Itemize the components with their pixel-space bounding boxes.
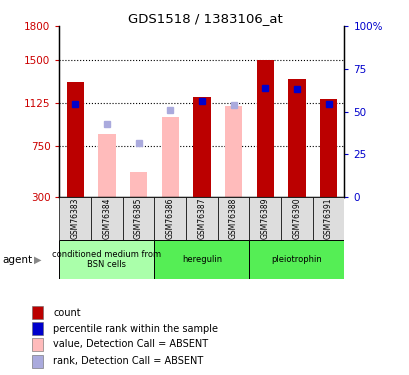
Bar [154, 197, 186, 240]
Text: GSM76388: GSM76388 [229, 198, 238, 239]
Text: GSM76383: GSM76383 [71, 198, 80, 239]
Bar [193, 97, 210, 197]
Bar [32, 355, 43, 368]
Bar [224, 106, 242, 197]
Text: GDS1518 / 1383106_at: GDS1518 / 1383106_at [127, 12, 282, 25]
Bar [98, 134, 115, 197]
Bar [32, 338, 43, 351]
Text: GSM76385: GSM76385 [134, 198, 143, 239]
Text: percentile rank within the sample: percentile rank within the sample [53, 324, 218, 333]
Text: GSM76390: GSM76390 [292, 198, 301, 239]
Text: GSM76386: GSM76386 [165, 198, 174, 239]
Bar [161, 117, 179, 197]
Bar [91, 197, 122, 240]
Bar [312, 197, 344, 240]
Text: rank, Detection Call = ABSENT: rank, Detection Call = ABSENT [53, 356, 203, 366]
Text: GSM76389: GSM76389 [260, 198, 269, 239]
Bar [217, 197, 249, 240]
Bar [288, 79, 305, 197]
Bar [249, 240, 344, 279]
Text: GSM76391: GSM76391 [323, 198, 332, 239]
Bar [59, 197, 91, 240]
Bar [256, 60, 273, 197]
Bar [66, 82, 84, 197]
Text: conditioned medium from
BSN cells: conditioned medium from BSN cells [52, 250, 161, 269]
Text: GSM76387: GSM76387 [197, 198, 206, 239]
Bar [130, 172, 147, 197]
Bar [32, 322, 43, 335]
Bar [154, 240, 249, 279]
Bar [281, 197, 312, 240]
Text: count: count [53, 308, 81, 318]
Text: ▶: ▶ [34, 255, 41, 265]
Bar [186, 197, 217, 240]
Bar [249, 197, 281, 240]
Text: GSM76384: GSM76384 [102, 198, 111, 239]
Bar [122, 197, 154, 240]
Text: heregulin: heregulin [182, 255, 221, 264]
Text: value, Detection Call = ABSENT: value, Detection Call = ABSENT [53, 339, 208, 349]
Bar [32, 306, 43, 319]
Bar [319, 99, 337, 197]
Text: agent: agent [2, 255, 32, 265]
Text: pleiotrophin: pleiotrophin [271, 255, 321, 264]
Bar [59, 240, 154, 279]
